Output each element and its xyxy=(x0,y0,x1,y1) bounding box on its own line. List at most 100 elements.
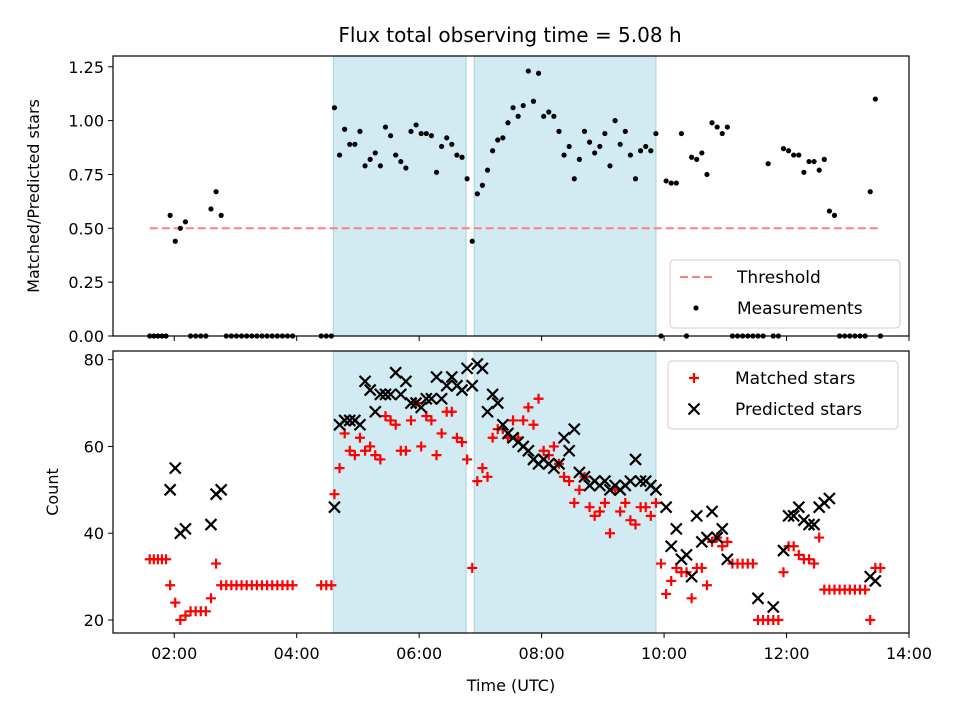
legend-predicted-swatch xyxy=(687,402,701,416)
matched-star-marker xyxy=(722,536,733,547)
legend: Matched stars Predicted stars xyxy=(667,360,899,430)
measurement-point xyxy=(806,158,812,165)
ratio-panel: 0.00 0.25 0.50 0.75 1.00 1.25 Matched/Predicte… xyxy=(24,55,910,346)
measurement-point xyxy=(648,148,654,154)
matched-star-marker xyxy=(165,580,176,591)
legend-box xyxy=(669,259,901,329)
observing-span xyxy=(473,55,657,337)
measurement-point xyxy=(490,148,496,154)
matched-star-marker xyxy=(809,558,820,569)
matched-star-marker xyxy=(523,402,534,413)
matched-star-marker xyxy=(477,463,488,474)
matched-star-marker xyxy=(803,554,814,565)
predicted-star-marker xyxy=(629,453,642,466)
predicted-star-marker xyxy=(179,522,192,536)
measurement-point xyxy=(172,238,178,244)
measurement-point xyxy=(816,167,822,173)
predicted-star-marker xyxy=(496,418,510,432)
x-axis-label: Time (UTC) xyxy=(466,676,555,695)
predicted-star-marker xyxy=(578,470,591,484)
predicted-star-marker xyxy=(807,518,821,531)
predicted-star-marker xyxy=(685,570,698,583)
measurement-point xyxy=(459,154,465,160)
measurement-point xyxy=(398,158,404,165)
predicted-star-marker xyxy=(420,392,433,406)
measurement-point xyxy=(177,225,183,231)
matched-star-marker xyxy=(569,497,580,508)
x-tick-label: 04:00 xyxy=(274,644,320,663)
matched-star-marker xyxy=(875,562,886,573)
measurement-point xyxy=(724,124,730,130)
predicted-star-marker xyxy=(440,379,453,392)
predicted-star-marker xyxy=(869,574,882,588)
predicted-star-marker xyxy=(486,388,499,401)
measurement-point xyxy=(357,128,363,134)
measurement-point xyxy=(331,105,338,111)
predicted-star-marker xyxy=(414,401,428,414)
matched-star-marker xyxy=(701,580,712,591)
y-tick-label: 1.25 xyxy=(68,58,104,77)
matched-star-marker xyxy=(604,528,615,539)
measurement-point xyxy=(439,143,445,150)
measurement-point xyxy=(377,163,383,169)
y-tick-label: 0.50 xyxy=(68,219,104,238)
measurement-point xyxy=(592,150,598,156)
predicted-star-marker xyxy=(751,592,765,605)
measurement-point xyxy=(423,130,429,137)
measurement-point xyxy=(362,163,368,169)
predicted-star-marker xyxy=(624,474,637,488)
predicted-star-marker xyxy=(721,552,734,566)
measurement-point xyxy=(678,130,685,137)
predicted-star-marker xyxy=(562,444,576,458)
measurement-point xyxy=(347,141,353,147)
measurement-point xyxy=(372,150,378,156)
matched-star-marker xyxy=(405,415,416,426)
predicted-star-marker xyxy=(163,483,177,497)
predicted-star-marker xyxy=(476,362,489,375)
measurement-point xyxy=(617,141,623,147)
predicted-star-marker xyxy=(343,414,357,427)
y-tick-label: 80 xyxy=(84,351,104,370)
matched-star-marker xyxy=(615,506,626,517)
matched-star-marker xyxy=(865,614,876,625)
measurement-point xyxy=(433,169,440,175)
measurement-point xyxy=(632,176,639,182)
matched-star-marker xyxy=(451,432,462,443)
measurement-point xyxy=(454,152,460,158)
matched-star-marker xyxy=(656,558,667,569)
matched-star-marker xyxy=(696,562,707,573)
predicted-star-marker xyxy=(358,375,372,388)
x-tick-label: 10:00 xyxy=(641,644,687,663)
measurement-point xyxy=(689,154,695,160)
measurement-point xyxy=(520,102,526,109)
measurement-point xyxy=(352,141,358,147)
measurement-point xyxy=(393,152,399,158)
x-tick-label: 02:00 xyxy=(151,644,197,663)
matched-star-marker xyxy=(287,580,298,591)
matched-star-marker xyxy=(620,497,631,508)
measurement-point xyxy=(709,120,715,126)
predicted-star-marker xyxy=(649,483,663,497)
legend-label: Matched stars xyxy=(735,369,855,389)
predicted-star-marker xyxy=(634,474,647,488)
matched-star-marker xyxy=(446,406,457,417)
y-tick-label: 20 xyxy=(84,611,104,630)
measurement-point xyxy=(449,141,455,147)
predicted-star-marker xyxy=(664,539,678,553)
legend-label: Measurements xyxy=(737,299,863,319)
measurement-point xyxy=(571,176,577,182)
predicted-star-marker xyxy=(404,396,418,410)
measurement-point xyxy=(801,169,807,175)
matched-star-marker xyxy=(814,532,825,543)
measurement-point xyxy=(821,156,827,162)
predicted-star-marker xyxy=(690,509,704,523)
matched-star-marker xyxy=(584,502,595,513)
measurement-point xyxy=(336,152,343,158)
measurement-point xyxy=(612,118,618,124)
matched-star-marker xyxy=(349,450,360,461)
measurement-point xyxy=(408,128,414,134)
matched-star-marker xyxy=(175,614,186,625)
matched-star-marker xyxy=(594,506,605,517)
measurement-point xyxy=(474,191,480,197)
